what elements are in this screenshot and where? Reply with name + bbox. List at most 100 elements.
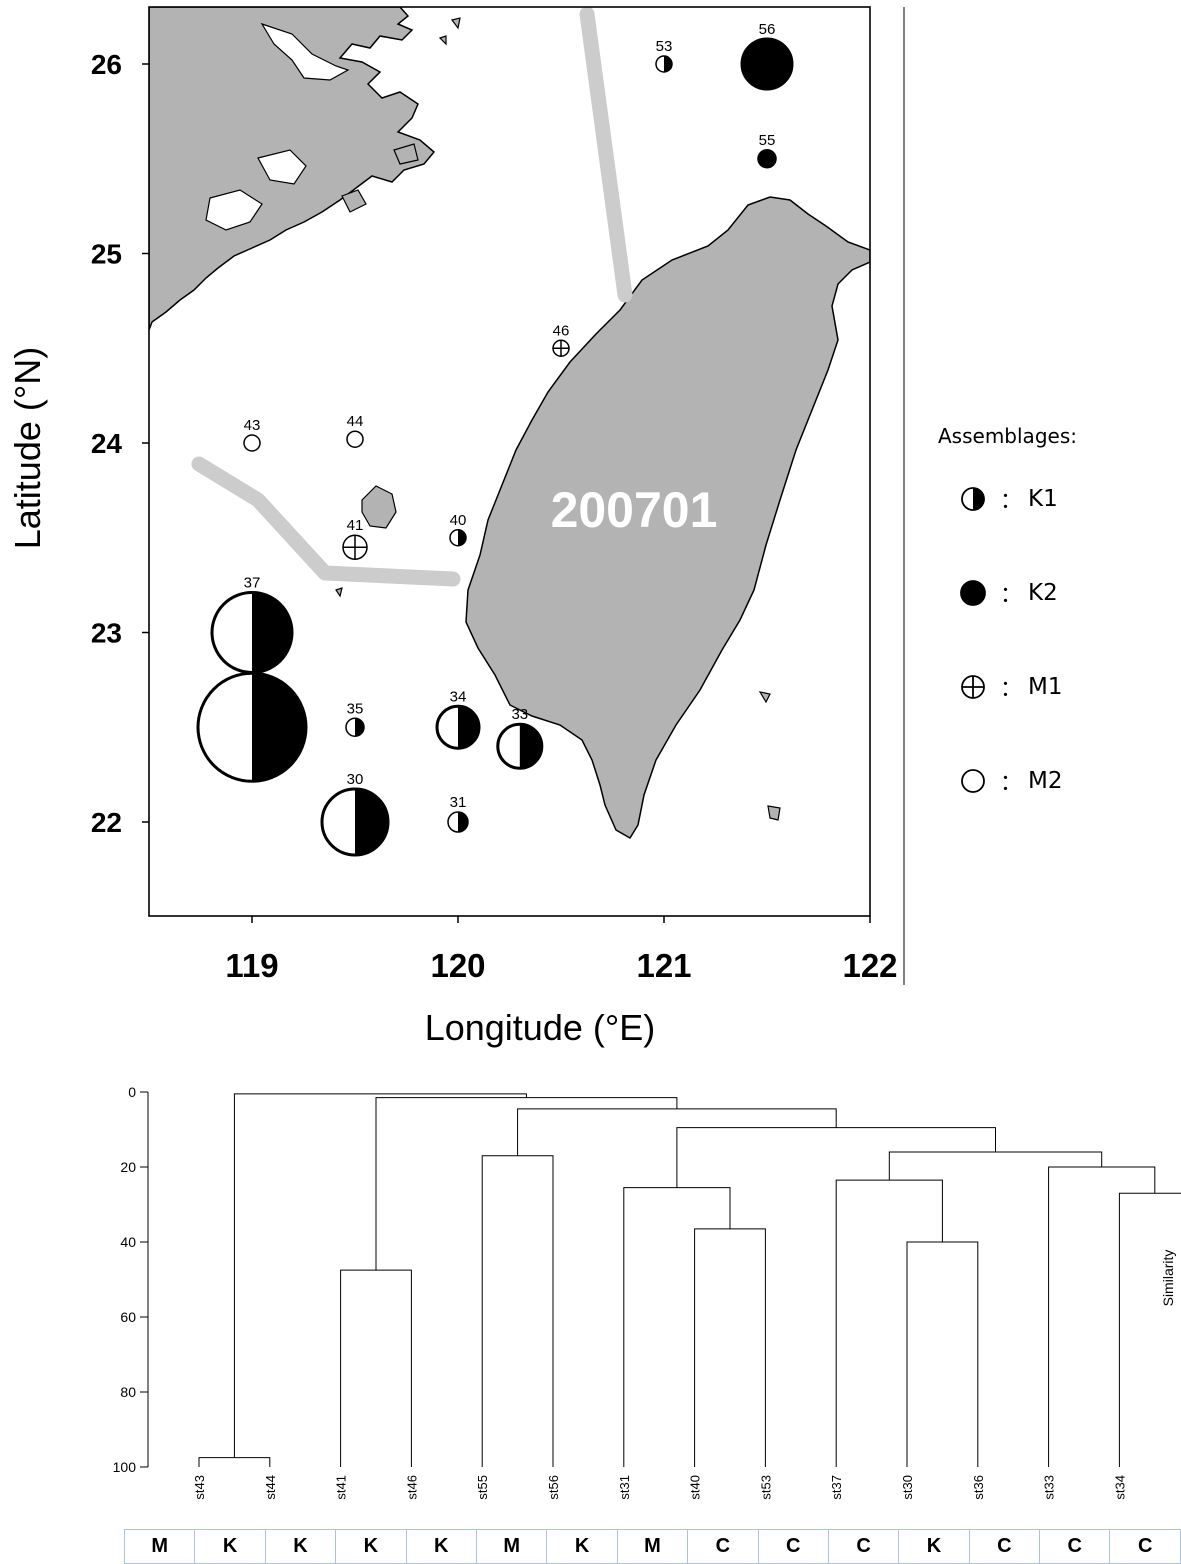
leaf-label: st53 [758,1475,773,1500]
stations-layer: 30 31 33 34 35 36 37 40 41 43 44 46 53 55 56 [196,21,794,857]
dendrogram-tree [198,1093,1181,1467]
leaf-label: st30 [900,1475,915,1500]
taiwan-island [465,196,870,840]
y-tick-label: 0 [128,1084,136,1100]
station-53: 53 [655,38,673,73]
dendrogram-link [676,1127,996,1188]
marker-half-fill [458,706,479,749]
island [438,35,447,46]
station-label: 31 [450,794,467,811]
group-cell: C [827,1529,900,1564]
station-label: 30 [347,771,364,788]
marker-circle [960,580,986,606]
group-cell: M [616,1529,689,1564]
penghu-island [361,485,397,529]
x-tick-label: 121 [636,947,691,984]
station-44: 44 [346,413,364,448]
station-41: 41 [342,517,368,560]
marker-half-fill [458,529,466,546]
station-33: 33 [496,706,544,770]
leaf-label: st41 [334,1475,349,1500]
station-34: 34 [435,688,481,750]
leaf-label: st55 [475,1475,490,1500]
dendrogram-link [835,1179,943,1467]
dendrogram-link [888,1151,1103,1181]
island [335,587,343,598]
dendrogram-link [233,1093,527,1458]
y-tick-label: 22 [91,807,122,838]
map-y-label: Latitude (°N) [7,347,48,549]
station-31: 31 [447,794,469,833]
station-label: 56 [759,21,776,38]
island [341,189,367,213]
dendrogram: 0 20 40 60 80 100 st43 st44 st41 st46 st55 st56 st3… [113,1084,1181,1500]
dendrogram-link [375,1097,678,1271]
station-label: 43 [244,417,261,434]
marker-circle [740,37,794,91]
dendrogram-link [1118,1192,1181,1467]
station-43: 43 [243,417,261,452]
legend-item-m2: ： M2 [958,764,1063,798]
station-label: 46 [553,322,570,339]
group-cell: C [687,1529,759,1564]
dendrogram-link [340,1269,412,1467]
marker-circle [757,149,777,169]
island [758,691,771,704]
dendrogram-link [623,1187,731,1467]
marker-half-fill [252,592,292,673]
dendrogram-link [481,1155,554,1467]
island [450,17,461,30]
y-tick-label: 40 [120,1234,136,1250]
leaf-label: st46 [404,1475,419,1500]
legend-separator: ： [1000,583,1023,608]
marker-half-fill [458,812,468,832]
marker-circle [243,434,261,452]
mainland-bay [205,189,263,231]
marker-half-fill [519,724,542,769]
group-cell: C [1109,1529,1181,1564]
legend-marker-icon [961,675,985,699]
group-cell: M [123,1529,196,1564]
station-label: 44 [347,413,364,430]
group-cell: M [475,1529,548,1564]
station-55: 55 [757,132,777,169]
group-cell: C [757,1529,829,1564]
mainland-inlet [260,22,350,81]
marker-half-fill [973,488,984,510]
station-40: 40 [449,512,467,547]
y-tick-label: 100 [113,1459,137,1475]
station-46: 46 [552,322,570,357]
group-cell: K [405,1529,477,1564]
station-30: 30 [320,771,390,857]
legend-separator: ： [1000,771,1023,796]
dendrogram-link [906,1241,979,1467]
dendrogram-link [694,1228,766,1467]
station-37: 37 [210,575,294,674]
legend-item-k1: ： K1 [958,482,1058,516]
leaf-label: st34 [1112,1475,1127,1500]
legend-title: Assemblages: [938,424,1077,448]
marker-half-fill [355,789,388,855]
station-label: 40 [450,512,467,529]
station-label: 35 [347,700,364,717]
y-tick-label: 25 [91,239,122,270]
x-tick-label: 120 [430,947,485,984]
legend-label: M1 [1028,674,1063,700]
x-tick-label: 122 [842,947,897,984]
front-line [191,456,461,587]
map-x-label: Longitude (°E) [425,1007,656,1048]
dendrogram-axis: 0 20 40 60 80 100 [113,1084,149,1475]
legend-marker-icon [961,487,985,511]
leaf-label: st37 [829,1475,844,1500]
mainland-bay [257,149,307,185]
group-cell: K [335,1529,407,1564]
map-label: 200701 [551,482,718,538]
group-cell: C [1039,1529,1111,1564]
marker-circle [961,769,985,793]
station-map: 200701 30 31 33 34 35 36 37 40 41 43 44 46 53 55 56 11… [7,6,905,1048]
station-36: 36 [196,655,308,783]
marker-half-fill [664,56,672,72]
marker-half-fill [252,673,306,782]
